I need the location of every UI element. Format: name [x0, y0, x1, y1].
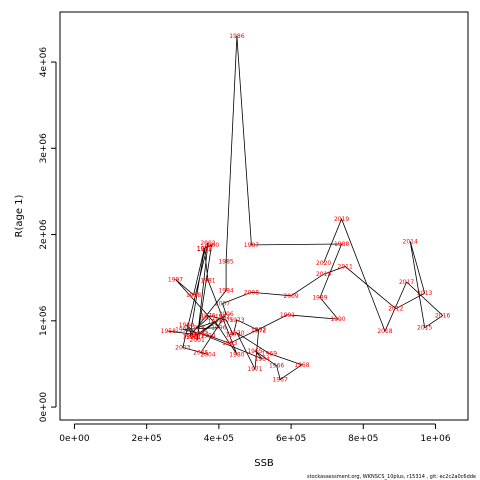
- point-label-2002: 2002: [200, 240, 215, 247]
- x-tick-label: 6e+05: [276, 434, 306, 444]
- point-label-1999: 1999: [197, 245, 212, 252]
- point-label-1973: 1973: [229, 317, 244, 324]
- point-label-1965: 1965: [247, 348, 262, 355]
- point-label-1962: 1962: [215, 314, 230, 321]
- point-label-1958: 1958: [161, 328, 176, 335]
- point-label-2020: 2020: [316, 260, 331, 267]
- point-label-1975: 1975: [218, 317, 233, 324]
- point-label-1982: 1982: [197, 246, 212, 253]
- x-tick-label: 4e+05: [204, 434, 234, 444]
- point-label-1995: 1995: [175, 326, 190, 333]
- point-label-1983: 1983: [182, 333, 197, 340]
- point-label-2017: 2017: [399, 279, 414, 286]
- point-label-2016: 2016: [435, 313, 450, 320]
- point-label-2009: 2009: [283, 293, 298, 300]
- point-label-1994: 1994: [200, 333, 215, 340]
- point-label-2013: 2013: [417, 290, 432, 297]
- y-tick-label: 4e+06: [39, 47, 49, 78]
- point-label-1993: 1993: [222, 340, 237, 347]
- point-label-2015: 2015: [417, 325, 432, 332]
- footer-text: stockassessment.org, WKNSCS_10plus, r153…: [307, 474, 476, 480]
- point-label-1968: 1968: [294, 362, 309, 369]
- point-label-2010: 2010: [316, 271, 331, 278]
- point-label-1981: 1981: [200, 277, 215, 284]
- point-label-1969: 1969: [262, 351, 277, 358]
- point-label-2019: 2019: [334, 216, 349, 223]
- point-label-1990: 1990: [330, 316, 345, 323]
- point-label-2005: 2005: [193, 350, 208, 357]
- point-label-1961: 1961: [186, 334, 201, 341]
- point-label-1988: 1988: [334, 241, 349, 248]
- point-label-1967: 1967: [273, 377, 288, 384]
- x-axis: 0e+00 2e+05 4e+05 6e+05 8e+05 1e+06: [59, 423, 451, 444]
- point-label-1971: 1971: [247, 366, 262, 373]
- point-label-1976: 1976: [200, 313, 215, 320]
- point-label-1974: 1974: [226, 332, 241, 339]
- point-label-1987: 1987: [244, 242, 259, 249]
- point-label-2006: 2006: [218, 311, 233, 318]
- point-label-1997: 1997: [168, 276, 183, 283]
- point-label-2001: 2001: [190, 337, 205, 344]
- point-label-1970: 1970: [229, 330, 244, 337]
- point-label-1966: 1966: [269, 363, 284, 370]
- point-label-2018: 2018: [377, 328, 392, 335]
- y-tick-label: 0e+00: [39, 392, 49, 423]
- point-label-2007: 2007: [215, 301, 230, 308]
- point-label-2000: 2000: [204, 242, 219, 249]
- point-label-1978: 1978: [190, 325, 205, 332]
- y-tick-label: 2e+06: [39, 219, 49, 250]
- y-axis-label: R(age 1): [14, 194, 25, 237]
- x-tick-label: 1e+06: [420, 434, 451, 444]
- point-label-2011: 2011: [338, 264, 353, 271]
- point-label-1992: 1992: [251, 326, 266, 333]
- point-label-2004: 2004: [200, 351, 215, 358]
- point-label-1963: 1963: [193, 331, 208, 338]
- point-label-1960: 1960: [179, 322, 194, 329]
- point-label-1984: 1984: [218, 288, 233, 295]
- point-label-1989: 1989: [312, 295, 327, 302]
- point-label-1996: 1996: [211, 325, 226, 332]
- x-tick-label: 0e+00: [59, 434, 90, 444]
- x-tick-label: 2e+05: [132, 434, 162, 444]
- point-label-1977: 1977: [200, 315, 215, 322]
- point-label-2012: 2012: [388, 306, 403, 313]
- point-label-1964: 1964: [255, 356, 270, 363]
- point-label-1985: 1985: [218, 258, 233, 265]
- y-tick-label: 1e+06: [39, 305, 49, 336]
- x-axis-label: SSB: [254, 458, 274, 469]
- point-label-1972: 1972: [251, 327, 266, 334]
- sr-path-line: [168, 36, 444, 381]
- x-tick-label: 8e+05: [348, 434, 378, 444]
- y-tick-label: 3e+06: [39, 133, 49, 164]
- point-label-1980: 1980: [229, 351, 244, 358]
- plot-frame: [59, 11, 469, 421]
- point-label-2008: 2008: [244, 289, 259, 296]
- point-label-1998: 1998: [186, 292, 201, 299]
- point-label-1959: 1959: [190, 332, 205, 339]
- point-label-2014: 2014: [403, 238, 418, 245]
- point-label-1986: 1986: [229, 33, 244, 40]
- point-label-1991: 1991: [280, 312, 295, 319]
- point-label-1979: 1979: [208, 319, 223, 326]
- point-label-2003: 2003: [175, 345, 190, 352]
- y-axis: 0e+00 1e+06 2e+06 3e+06 4e+06: [39, 47, 57, 423]
